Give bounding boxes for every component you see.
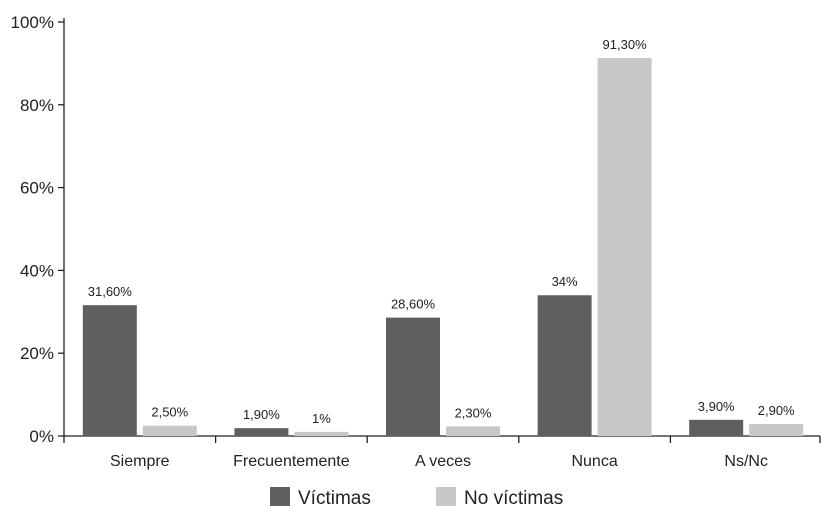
bar-value-label: 2,90% [758,403,795,418]
x-category-label: Ns/Nc [724,453,768,470]
bar-victimas [82,305,137,436]
legend-label: No víctimas [464,488,563,506]
x-category-label: Frecuentemente [233,453,350,470]
bar-value-label: 3,90% [698,399,735,414]
bar-value-label: 91,30% [603,37,648,52]
bars: 31,60% 2,50% 1,90% 1% 28,60% 2,30% 34% 91,30% 3,… [82,37,804,436]
bar-value-label: 34% [552,274,578,289]
bar-no-victimas [749,423,804,436]
bar-value-label: 2,50% [151,405,188,420]
bar-victimas [386,317,440,436]
bar-value-label: 1% [312,411,331,426]
bar-victimas [689,419,744,436]
bar-value-label: 28,60% [391,297,436,312]
legend-swatch [270,487,290,506]
y-axis: 0% 20% 40% 60% 80% 100% [11,13,65,446]
bar-no-victimas [142,425,197,436]
y-tick-label: 80% [20,96,54,115]
y-tick-label: 60% [20,179,54,198]
y-tick-label: 40% [20,261,54,280]
y-tick-label: 20% [20,344,54,363]
x-category-label: A veces [415,453,471,470]
legend-swatch [436,487,456,506]
bar-no-victimas [597,58,652,436]
x-category-label: Nunca [571,453,617,470]
y-tick-label: 0% [29,427,54,446]
bar-value-label: 2,30% [455,405,492,420]
x-category-label: Siempre [110,453,170,470]
x-axis: Siempre Frecuentemente A veces Nunca Ns/Nc [63,435,821,470]
bar-victimas [234,428,289,436]
bar-value-label: 1,90% [243,407,280,422]
legend: Víctimas No víctimas [270,487,563,506]
bar-victimas [537,295,592,436]
legend-label: Víctimas [298,488,371,506]
bar-no-victimas [446,426,500,436]
y-tick-label: 100% [11,13,54,32]
bar-value-label: 31,60% [88,284,133,299]
bar-no-victimas [294,431,349,436]
